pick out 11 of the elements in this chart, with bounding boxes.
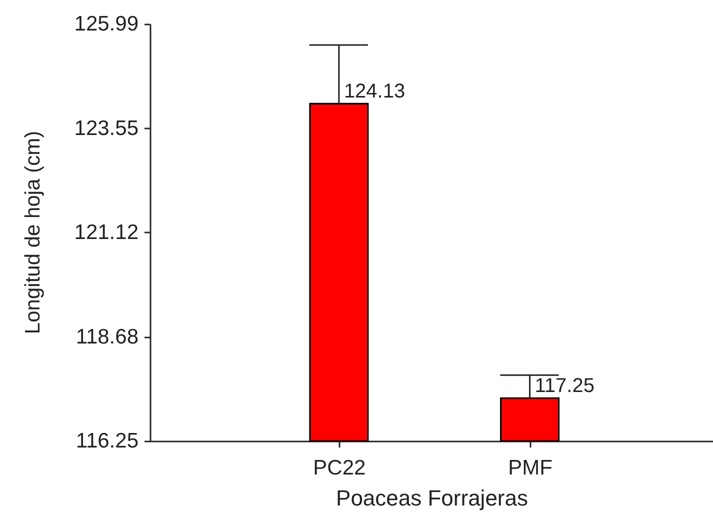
data-label: 117.25 xyxy=(534,375,594,398)
x-axis-title: Poaceas Forrajeras xyxy=(336,486,528,510)
y-tick-label: 125.99 xyxy=(74,12,138,36)
y-tick-label: 121.12 xyxy=(74,221,138,244)
x-tick-label: PC22 xyxy=(313,456,366,480)
y-tick-label: 123.55 xyxy=(74,116,138,140)
y-tick-label: 116.25 xyxy=(76,430,138,452)
x-tick-label: PMF xyxy=(508,456,552,480)
y-axis-title: Longitud de hoja (cm) xyxy=(22,130,44,334)
y-tick-label: 118.68 xyxy=(76,325,138,348)
data-label: 124.13 xyxy=(344,80,406,103)
